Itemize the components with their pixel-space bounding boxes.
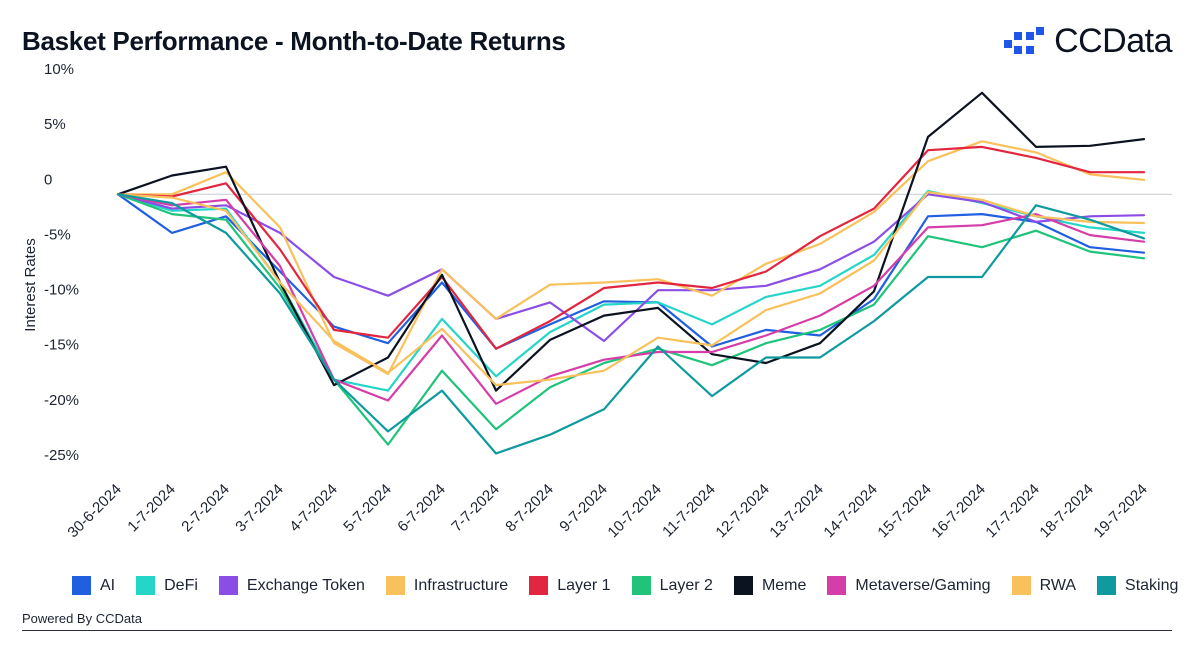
legend-swatch [733,576,753,595]
legend-item: Layer 1 [529,576,611,595]
y-axis: 10% 5% 0 -5% -10% -15% -20% -25% [44,61,79,464]
x-tick-label: 9-7-2024 [556,481,610,535]
legend-label: Layer 1 [557,576,611,594]
x-tick-label: 2-7-2024 [178,481,232,535]
page-title: Basket Performance - Month-to-Date Retur… [22,26,566,56]
legend-swatch [529,576,549,595]
footer-divider [22,630,1172,631]
brand-name: CCData [1054,22,1172,60]
series-line-meme [116,91,1146,392]
x-tick-label: 12-7-2024 [712,481,772,541]
legend-swatch [1011,576,1031,595]
x-tick-label: 16-7-2024 [928,481,988,541]
y-tick-label: -25% [44,447,79,464]
y-tick-label: -5% [44,226,71,243]
x-tick-label: 15-7-2024 [874,481,934,541]
x-tick-label: 6-7-2024 [394,481,448,535]
legend-item: Metaverse/Gaming [827,576,991,595]
legend-swatch [72,576,91,595]
x-tick-label: 11-7-2024 [659,481,719,541]
x-tick-label: 3-7-2024 [232,481,286,535]
legend-label: Infrastructure [413,576,509,594]
legend-item: RWA [1011,576,1077,595]
legend-item: Layer 2 [631,576,713,595]
legend-swatch [1097,576,1117,595]
series-lines [116,91,1146,455]
footer-credit: Powered By CCData [22,611,142,626]
legend-label: Exchange Token [246,576,365,594]
chart-legend: AI DeFi Exchange Token Infrastructure Layer … [72,576,1199,595]
legend-label: Meme [761,576,807,594]
x-tick-label: 19-7-2024 [1090,481,1150,541]
series-line-metaverse-gaming [116,193,1146,405]
legend-item: Infrastructure [385,576,509,595]
x-tick-label: 10-7-2024 [604,481,664,541]
legend-label: RWA [1039,576,1077,594]
series-line-rwa [116,191,1146,387]
series-line-staking [116,193,1146,455]
legend-item: Staking [1097,576,1178,595]
legend-swatch [827,576,847,595]
brand-logo: CCData [1004,22,1172,61]
x-tick-label: 17-7-2024 [982,481,1042,541]
series-line-defi [116,189,1146,392]
legend-item: Meme [733,576,807,595]
y-tick-label: -10% [44,282,79,299]
series-line-infrastructure [116,140,1146,376]
legend-item: DeFi [136,576,198,595]
y-tick-label: -15% [44,337,79,354]
x-tick-label: 7-7-2024 [448,481,502,535]
legend-swatch [136,576,156,595]
series-line-layer-2 [116,193,1146,446]
legend-label: Staking [1125,576,1179,594]
x-tick-label: 18-7-2024 [1036,481,1096,541]
legend-label: AI [100,576,116,594]
legend-swatch [631,576,651,595]
legend-item: Exchange Token [218,576,365,595]
x-tick-label: 14-7-2024 [820,481,880,541]
x-tick-label: 4-7-2024 [286,481,340,535]
x-tick-label: 30-6-2024 [64,481,124,541]
legend-label: Layer 2 [659,576,713,594]
x-tick-label: 5-7-2024 [340,481,394,535]
legend-item: AI [72,576,115,595]
y-tick-label: 5% [44,116,66,133]
series-line-ai [116,193,1146,350]
legend-label: DeFi [164,576,198,594]
x-tick-label: 8-7-2024 [502,481,556,535]
y-axis-label: Interest Rates [22,238,39,331]
series-line-exchange-token [116,193,1146,343]
x-axis: 30-6-2024 1-7-2024 2-7-2024 3-7-2024 4-7-202… [64,481,1150,541]
x-tick-label: 13-7-2024 [766,481,826,541]
y-tick-label: 10% [44,61,74,78]
legend-swatch [385,576,405,595]
y-tick-label: 0 [44,171,52,188]
y-tick-label: -20% [44,392,79,409]
legend-swatch [218,576,238,595]
series-line-layer-1 [116,145,1146,350]
legend-label: Metaverse/Gaming [855,576,991,594]
x-tick-label: 1-7-2024 [124,481,178,535]
ccdata-logo-icon [1004,26,1045,54]
